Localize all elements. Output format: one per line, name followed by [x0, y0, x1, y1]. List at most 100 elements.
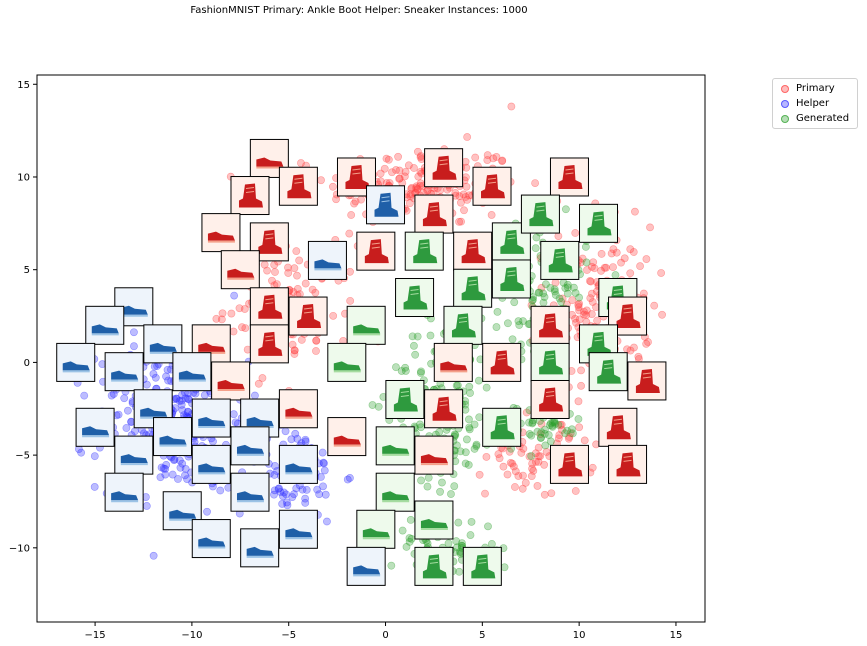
point-generated [531, 244, 540, 253]
point-generated [548, 422, 557, 431]
point-primary [235, 304, 244, 313]
point-primary [534, 458, 543, 466]
point-helper [181, 471, 189, 480]
point-primary [272, 280, 281, 289]
point-primary [271, 268, 279, 276]
point-primary [328, 182, 337, 191]
point-primary [587, 310, 596, 318]
thumbnail-green-boot [579, 203, 619, 243]
legend-label-helper: Helper [796, 98, 830, 109]
point-primary [554, 434, 563, 443]
thumbnail-green-boot [385, 379, 425, 419]
thumbnail-blue-shoe [278, 444, 318, 484]
point-helper [281, 427, 290, 436]
thumbnail-green-boot [453, 268, 493, 308]
point-primary [519, 471, 527, 480]
point-generated [563, 283, 572, 292]
point-primary [436, 186, 445, 194]
point-primary [482, 453, 491, 461]
point-helper [159, 464, 168, 473]
point-primary [290, 346, 299, 355]
point-helper [216, 486, 225, 495]
thumbnail-blue-shoe [172, 352, 212, 392]
point-helper [80, 391, 89, 400]
point-generated [563, 289, 572, 298]
point-generated [529, 295, 537, 304]
x-tick-label: −10 [181, 630, 202, 641]
point-primary [290, 350, 299, 358]
point-generated [467, 517, 476, 526]
point-primary [217, 315, 226, 324]
point-generated [508, 335, 517, 344]
point-generated [374, 402, 383, 411]
point-helper [130, 342, 138, 351]
point-generated [503, 319, 512, 328]
point-primary [597, 266, 605, 275]
point-primary [293, 284, 302, 293]
point-generated [416, 369, 425, 377]
point-generated [551, 287, 559, 296]
point-generated [402, 542, 411, 551]
point-helper [156, 473, 165, 482]
point-primary [582, 311, 591, 320]
point-primary [626, 245, 635, 254]
point-primary [503, 470, 512, 479]
point-helper [290, 490, 298, 499]
thumbnail-green-shoe [327, 342, 367, 382]
thumbnail-blue-shoe [230, 426, 270, 466]
point-helper [276, 488, 285, 496]
thumbnail-green-shoe [375, 426, 415, 466]
point-primary [357, 195, 365, 204]
point-helper [287, 435, 296, 444]
point-primary [511, 467, 520, 476]
point-primary [507, 102, 516, 111]
point-primary [407, 183, 416, 192]
point-primary [575, 315, 584, 324]
point-helper [183, 475, 191, 484]
point-primary [575, 306, 584, 315]
point-primary [642, 339, 651, 348]
point-primary [589, 258, 598, 267]
point-primary [506, 458, 515, 467]
point-primary [571, 487, 580, 495]
point-generated [398, 526, 407, 535]
thumbnail-green-boot [520, 194, 560, 234]
point-generated [611, 271, 620, 279]
thumbnail-blue-shoe [75, 407, 115, 447]
thumbnail-green-boot [540, 240, 580, 280]
point-primary [626, 269, 635, 278]
point-helper [176, 463, 185, 472]
thumbnail-red-boot [530, 305, 570, 345]
point-helper [107, 391, 116, 400]
thumbnail-red-boot [356, 231, 396, 271]
point-primary [495, 454, 504, 463]
point-generated [416, 420, 424, 429]
point-primary [540, 460, 549, 469]
point-primary [514, 472, 523, 480]
point-primary [575, 299, 584, 308]
point-helper [280, 488, 288, 497]
point-generated [544, 431, 553, 439]
point-helper [230, 291, 239, 300]
point-generated [487, 540, 496, 548]
thumbnail-red-boot [608, 444, 648, 484]
point-helper [270, 486, 279, 495]
point-generated [447, 490, 455, 498]
point-primary [571, 314, 580, 323]
point-generated [461, 448, 470, 457]
chart-title: FashionMNIST Primary: Ankle Boot Helper:… [190, 5, 528, 16]
point-primary [462, 182, 471, 191]
point-primary [254, 379, 263, 388]
legend-entry-helper: Helper [777, 96, 853, 111]
point-primary [288, 340, 297, 349]
thumbnail-green-boot [588, 352, 628, 392]
point-helper [178, 459, 187, 468]
point-primary [284, 263, 292, 272]
point-generated [413, 332, 422, 341]
point-primary [586, 294, 595, 303]
point-helper [149, 551, 158, 560]
point-primary [401, 167, 410, 176]
point-generated [554, 420, 563, 429]
point-helper [142, 502, 151, 510]
point-primary [588, 289, 596, 298]
